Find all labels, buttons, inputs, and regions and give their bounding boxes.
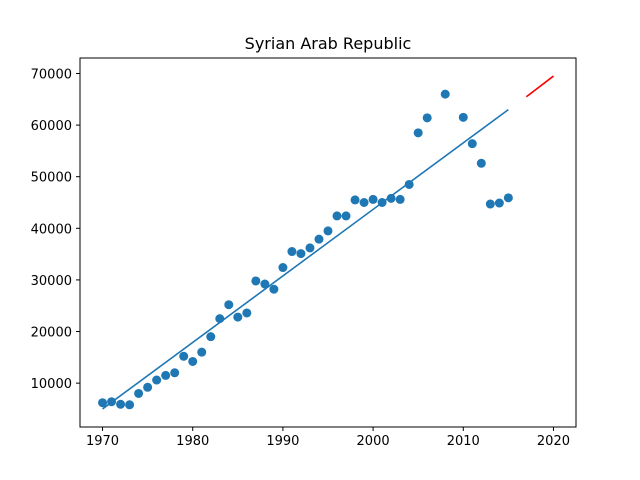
- data-point: [152, 375, 162, 385]
- forecast-line: [525, 75, 554, 98]
- data-point: [305, 243, 315, 253]
- data-point: [197, 347, 207, 357]
- x-tick-label: 1970: [86, 434, 119, 449]
- data-point: [170, 368, 180, 378]
- y-tick-label: 30000: [31, 274, 72, 289]
- data-point: [494, 198, 504, 208]
- data-point: [161, 370, 171, 380]
- data-point: [467, 139, 477, 149]
- data-point: [296, 249, 306, 259]
- data-point: [134, 388, 144, 398]
- data-point: [323, 226, 333, 236]
- x-axis: 1970 1980 1990 2000 2010 2020: [86, 427, 570, 449]
- data-point: [476, 158, 486, 168]
- data-point: [98, 398, 108, 408]
- data-point: [188, 356, 198, 366]
- data-point: [440, 89, 450, 99]
- data-point: [224, 300, 234, 310]
- data-point: [332, 211, 342, 221]
- trend-line: [102, 108, 509, 410]
- data-point: [404, 179, 414, 189]
- chart-title: Syrian Arab Republic: [245, 34, 412, 53]
- data-point: [287, 247, 297, 257]
- data-point: [278, 263, 288, 273]
- data-point: [314, 234, 324, 244]
- data-point: [341, 211, 351, 221]
- x-tick-label: 2020: [537, 434, 570, 449]
- data-point: [125, 400, 135, 410]
- data-point: [143, 382, 153, 392]
- data-point: [359, 198, 369, 208]
- data-point: [251, 276, 261, 286]
- data-point: [242, 308, 252, 318]
- x-tick-label: 1980: [176, 434, 209, 449]
- y-tick-label: 20000: [31, 326, 72, 341]
- data-point: [413, 128, 423, 138]
- y-tick-label: 50000: [31, 171, 72, 186]
- data-point: [179, 351, 189, 361]
- axes-frame: [79, 57, 577, 428]
- data-point: [233, 312, 243, 322]
- plot-area: [98, 75, 554, 410]
- data-point: [206, 332, 216, 342]
- y-tick-label: 60000: [31, 119, 72, 134]
- y-tick-label: 10000: [31, 377, 72, 392]
- data-point: [485, 199, 495, 209]
- data-point: [422, 113, 432, 123]
- data-point: [260, 279, 270, 289]
- data-point: [269, 284, 279, 294]
- data-point: [395, 194, 405, 204]
- y-tick-label: 40000: [31, 222, 72, 237]
- x-tick-label: 2000: [357, 434, 390, 449]
- data-point: [368, 194, 378, 204]
- x-tick-label: 1990: [266, 434, 299, 449]
- data-point: [458, 112, 468, 122]
- y-axis: 10000 20000 30000 40000 50000 60000 70000: [31, 67, 80, 392]
- data-point: [503, 193, 513, 203]
- x-tick-label: 2010: [447, 434, 480, 449]
- data-point: [350, 195, 360, 205]
- y-tick-label: 70000: [31, 67, 72, 82]
- data-point: [116, 399, 126, 409]
- data-point: [386, 193, 396, 203]
